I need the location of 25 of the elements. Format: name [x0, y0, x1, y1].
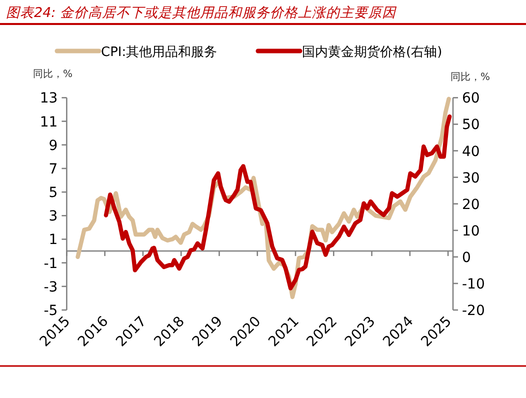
y-axis-title: 同比，%: [33, 68, 73, 80]
y-tick-label: 5: [48, 185, 58, 202]
legend-label: CPI:其他用品和服务: [101, 45, 218, 60]
y-tick-label: -1: [44, 256, 58, 272]
line-series: [104, 114, 452, 290]
y2-tick-label: 50: [462, 117, 480, 134]
y-tick-label: 3: [48, 208, 58, 225]
y-tick-label: -5: [44, 303, 58, 319]
y2-tick-label: 40: [462, 144, 480, 160]
y2-tick-label: 30: [462, 170, 480, 186]
y-tick-label: 1: [48, 232, 58, 248]
y-tick-label: 7: [48, 161, 58, 178]
y-tick-label: -3: [44, 279, 58, 296]
y2-axis-title: 同比，%: [450, 71, 490, 83]
y-tick-label: 9: [48, 138, 58, 154]
chart-title: 图表24: 金价高居不下或是其他用品和服务价格上涨的主要原因: [6, 5, 398, 21]
y-tick-label: 11: [40, 114, 58, 130]
y-tick-label: 13: [40, 90, 58, 107]
y2-tick-label: -20: [462, 303, 485, 319]
y2-tick-label: 10: [462, 223, 480, 240]
y2-tick-label: 0: [462, 250, 471, 266]
legend-label: 国内黄金期货价格(右轴): [302, 45, 442, 60]
y2-tick-label: 20: [462, 196, 480, 213]
y2-tick-label: 60: [462, 90, 480, 107]
y2-tick-label: -10: [462, 276, 485, 292]
